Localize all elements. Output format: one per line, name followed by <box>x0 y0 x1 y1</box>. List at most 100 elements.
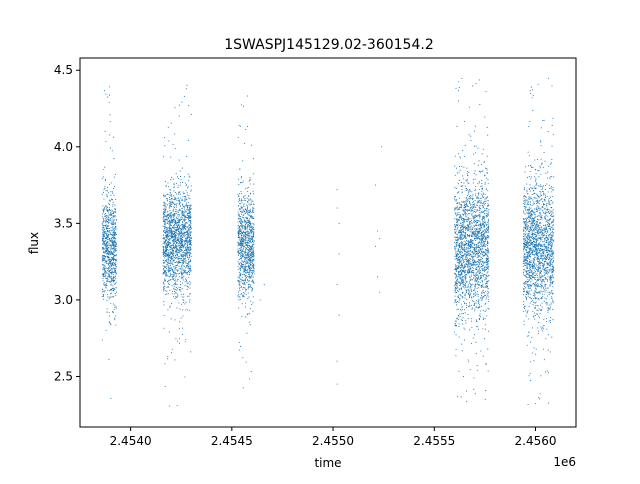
data-point <box>471 191 473 193</box>
data-point <box>107 245 109 247</box>
data-point <box>114 246 117 248</box>
data-point <box>175 206 177 208</box>
data-point <box>243 282 245 285</box>
data-point <box>478 223 480 226</box>
data-point <box>237 250 239 252</box>
data-point <box>182 271 184 273</box>
data-point <box>175 197 177 199</box>
data-point <box>180 290 182 292</box>
data-point <box>247 233 249 235</box>
data-point <box>458 197 460 199</box>
data-point <box>106 206 108 208</box>
data-point <box>246 220 248 222</box>
data-point <box>180 182 182 184</box>
data-point <box>487 190 489 192</box>
data-point <box>181 264 183 266</box>
data-point <box>488 212 490 214</box>
data-point <box>173 289 175 291</box>
data-point <box>454 155 456 157</box>
data-point <box>115 262 117 264</box>
data-point <box>249 235 251 237</box>
scatter-points <box>101 77 555 407</box>
data-point <box>471 290 473 292</box>
data-point <box>112 187 115 189</box>
data-point <box>454 213 456 215</box>
data-point <box>165 293 167 295</box>
data-point <box>484 202 486 204</box>
data-point <box>245 220 247 222</box>
data-point <box>186 281 188 283</box>
data-point <box>109 240 111 242</box>
data-point <box>183 206 186 208</box>
data-point <box>238 299 240 301</box>
data-point <box>241 213 243 215</box>
data-point <box>473 218 475 220</box>
data-point <box>239 277 241 279</box>
data-point <box>453 331 456 333</box>
data-point <box>184 341 186 343</box>
data-point <box>109 199 111 201</box>
data-point <box>112 285 114 287</box>
data-point <box>482 223 484 225</box>
data-point <box>454 255 456 258</box>
data-point <box>107 279 109 281</box>
data-point <box>187 249 189 251</box>
data-point <box>106 241 108 243</box>
data-point <box>176 280 178 282</box>
data-point <box>114 275 116 277</box>
data-point <box>165 222 167 224</box>
data-point <box>103 168 105 171</box>
data-point <box>483 236 485 238</box>
data-point <box>481 171 483 173</box>
data-point <box>184 285 186 287</box>
data-point <box>182 251 184 253</box>
data-point <box>166 293 168 295</box>
data-point <box>106 209 108 211</box>
data-point <box>243 235 245 237</box>
data-point <box>109 281 111 283</box>
data-point <box>482 170 484 172</box>
data-point <box>183 246 185 248</box>
data-point <box>162 290 164 292</box>
data-point <box>243 199 245 201</box>
data-point <box>241 238 243 241</box>
data-point <box>172 144 174 146</box>
data-point <box>455 289 457 291</box>
data-point <box>182 327 184 329</box>
data-point <box>459 257 461 259</box>
data-point <box>469 265 471 267</box>
data-point <box>165 267 167 269</box>
data-point <box>181 229 184 231</box>
data-point <box>484 193 486 195</box>
data-point <box>455 349 457 351</box>
data-point <box>465 263 467 265</box>
data-point <box>112 203 114 205</box>
data-point <box>181 214 183 216</box>
data-point <box>180 286 182 289</box>
data-point <box>182 247 185 249</box>
data-point <box>165 206 167 208</box>
data-point <box>458 207 460 209</box>
data-point <box>481 153 483 155</box>
data-point <box>481 235 483 237</box>
data-point <box>166 268 168 270</box>
data-point <box>108 276 110 279</box>
data-point <box>166 245 169 247</box>
data-point <box>487 183 489 185</box>
data-point <box>465 285 467 287</box>
data-point <box>461 191 463 193</box>
data-point <box>107 206 109 208</box>
data-point <box>241 192 243 194</box>
data-point <box>176 249 178 251</box>
data-point <box>179 224 181 227</box>
data-point <box>478 287 480 289</box>
data-point <box>110 279 112 282</box>
data-point <box>483 270 485 272</box>
data-point <box>243 236 245 238</box>
data-point <box>170 224 172 227</box>
data-point <box>185 185 187 187</box>
data-point <box>162 259 164 261</box>
data-point <box>188 247 190 249</box>
data-point <box>481 203 483 205</box>
data-point <box>468 255 470 257</box>
